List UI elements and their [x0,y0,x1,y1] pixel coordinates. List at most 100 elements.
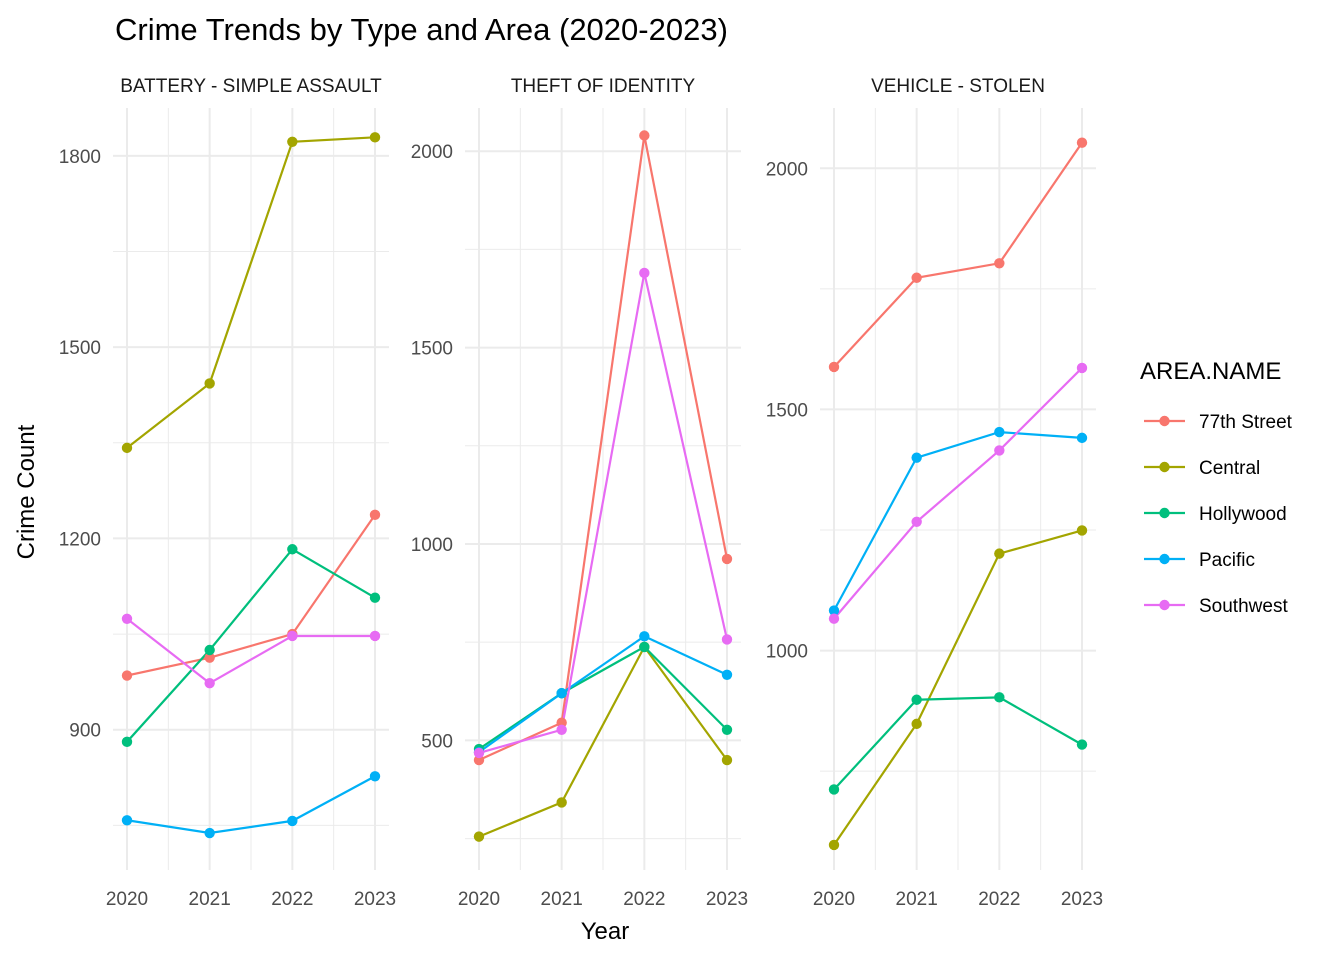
data-point [721,634,733,645]
series-line-central [478,644,728,838]
data-point [828,839,840,851]
data-point [639,267,650,279]
x-tick-label: 2021 [189,889,231,910]
series-line-southwest [478,272,729,755]
y-tick-label: 500 [421,731,453,752]
series-line-hollywood [126,547,376,743]
data-point [1076,362,1088,374]
legend-key-point [1159,415,1170,427]
data-point [994,548,1005,559]
data-point [473,747,485,759]
series-line-central [126,136,376,449]
series-line-southwest [126,617,375,685]
data-point [911,452,922,463]
data-point [556,688,567,699]
data-point [369,509,381,521]
data-point [121,815,133,826]
data-point [1076,432,1088,444]
data-point [994,258,1005,269]
panels: BATTERY - SIMPLE ASSAULT 900 1200 1500 1800 2… [59,76,1103,910]
series-line-pacific [126,775,376,835]
data-point [911,718,922,730]
legend-key-point [1159,599,1170,611]
legend-item: Pacific [1144,550,1255,571]
legend-item: Central [1144,458,1260,479]
data-point [1076,137,1088,148]
legend-key-point [1159,461,1170,473]
data-point [828,784,840,795]
data-point [1076,739,1088,750]
series-line-central [833,529,1083,846]
series-line-pacific [478,635,728,754]
x-tick-label: 2022 [978,889,1020,910]
data-point [828,613,840,624]
data-point [121,670,133,681]
data-point [994,426,1005,438]
legend-label: Pacific [1199,550,1255,571]
data-point [473,831,485,842]
x-tick-label: 2023 [354,889,396,910]
panel-1: BATTERY - SIMPLE ASSAULT 900 1200 1500 1800 2… [59,76,396,910]
data-point [828,361,840,373]
legend-label: 77th Street [1199,412,1293,433]
data-point [639,130,650,141]
data-point [556,797,567,808]
data-point [121,442,133,454]
data-point [556,724,567,735]
data-point [369,630,381,642]
y-tick-label: 1000 [766,642,808,663]
data-point [911,694,922,705]
x-tick-label: 2023 [706,889,748,910]
y-tick-label: 900 [69,721,101,742]
data-point [994,445,1005,456]
data-point [721,669,733,680]
legend-item: 77th Street [1144,412,1293,433]
y-tick-label: 1000 [411,535,453,556]
data-point [721,754,733,766]
legend-label: Hollywood [1199,504,1287,525]
x-tick-label: 2020 [813,889,855,910]
series-line-southwest [833,367,1083,620]
y-tick-label: 2000 [411,142,453,163]
x-tick-label: 2023 [1061,889,1103,910]
data-point [121,613,133,624]
y-tick-label: 1800 [59,147,101,168]
facet-strip-label: VEHICLE - STOLEN [871,76,1045,97]
data-point [287,630,298,642]
series-line-hollywood [478,645,728,750]
data-point [828,605,840,616]
x-tick-label: 2021 [896,889,938,910]
legend-key-point [1159,507,1170,519]
y-axis-title: Crime Count [13,424,40,559]
data-point [204,378,215,389]
data-point [994,692,1005,703]
x-tick-label: 2022 [623,889,665,910]
legend-item: Hollywood [1144,504,1287,525]
facet-strip-label: THEFT OF IDENTITY [511,76,696,97]
data-point [287,815,298,827]
facet-strip-label: BATTERY - SIMPLE ASSAULT [120,76,382,97]
data-point [204,677,215,689]
y-tick-label: 1500 [59,338,101,359]
series-line-pacific [833,430,1083,612]
data-point [287,544,298,555]
data-point [639,641,650,653]
legend: AREA.NAME 77th Street Central Hollywood Pac… [1140,358,1293,617]
legend-title: AREA.NAME [1140,358,1281,385]
panel-3: VEHICLE - STOLEN 1000 1500 2000 2020 2021 2022… [766,76,1103,910]
data-point [204,652,215,663]
chart-title: Crime Trends by Type and Area (2020-2023… [115,12,728,47]
legend-key-point [1159,553,1170,565]
y-tick-label: 2000 [766,159,808,180]
data-point [204,827,215,839]
data-point [369,771,381,782]
data-point [369,592,381,603]
y-tick-label: 1500 [766,400,808,421]
data-point [369,132,381,143]
x-axis-title: Year [581,918,630,945]
y-tick-label: 1200 [59,529,101,550]
legend-item: Southwest [1144,596,1288,617]
x-tick-label: 2020 [458,889,500,910]
x-tick-label: 2020 [106,889,148,910]
